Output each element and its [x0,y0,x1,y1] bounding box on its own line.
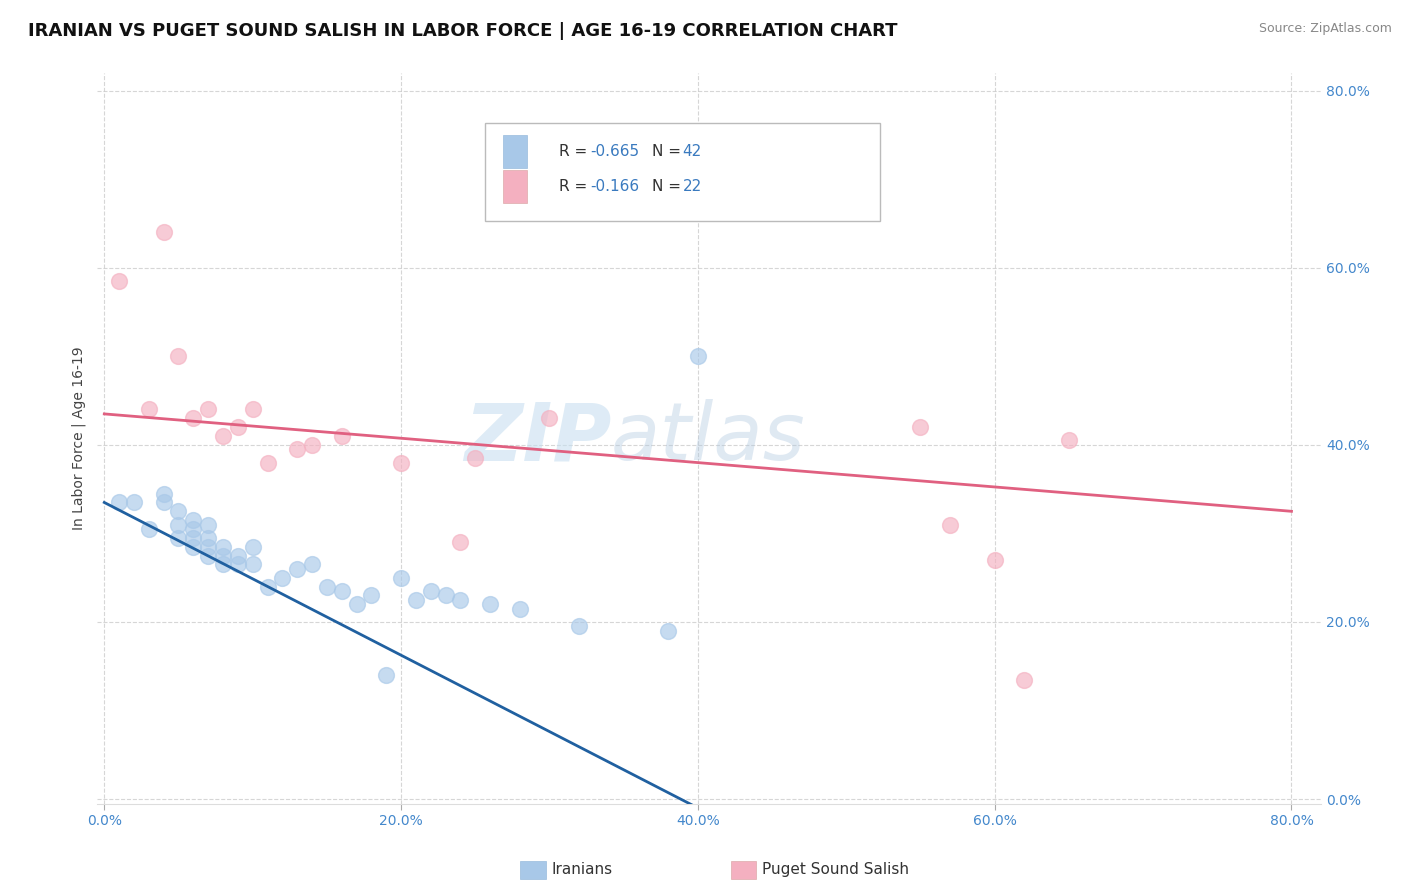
Text: Puget Sound Salish: Puget Sound Salish [762,863,910,877]
Point [939,517,962,532]
Text: -0.166: -0.166 [591,178,638,194]
Point [538,411,561,425]
Point [375,668,398,682]
Point [226,420,249,434]
Point [108,495,131,509]
Point [285,562,308,576]
Point [479,597,502,611]
Point [389,571,412,585]
Point [167,531,190,545]
Point [242,402,264,417]
Point [152,486,174,500]
Point [138,402,160,417]
Point [686,349,709,363]
Point [181,522,204,536]
Point [983,553,1005,567]
Point [181,513,204,527]
Point [657,624,679,638]
Point [285,442,308,457]
Point [449,592,471,607]
Text: R =: R = [560,178,592,194]
Point [122,495,145,509]
Text: 42: 42 [682,145,702,159]
Point [197,549,219,563]
Text: N =: N = [652,178,686,194]
Text: 22: 22 [682,178,702,194]
Point [301,558,323,572]
Point [181,540,204,554]
Text: Iranians: Iranians [551,863,612,877]
Point [197,402,219,417]
Point [256,580,278,594]
Point [167,349,190,363]
Point [212,429,235,443]
Text: R =: R = [560,145,592,159]
Point [910,420,932,434]
Text: -0.665: -0.665 [591,145,638,159]
Point [242,540,264,554]
Point [181,411,204,425]
Text: atlas: atlas [612,400,806,477]
Text: IRANIAN VS PUGET SOUND SALISH IN LABOR FORCE | AGE 16-19 CORRELATION CHART: IRANIAN VS PUGET SOUND SALISH IN LABOR F… [28,22,897,40]
Point [138,522,160,536]
Point [419,584,441,599]
Y-axis label: In Labor Force | Age 16-19: In Labor Force | Age 16-19 [72,346,86,530]
Point [212,549,235,563]
Point [434,589,457,603]
Point [346,597,368,611]
Point [271,571,294,585]
Point [509,601,531,615]
Point [389,456,412,470]
Point [301,438,323,452]
Text: N =: N = [652,145,686,159]
Point [242,558,264,572]
Point [197,540,219,554]
Text: Source: ZipAtlas.com: Source: ZipAtlas.com [1258,22,1392,36]
Point [330,584,353,599]
Point [212,540,235,554]
Point [226,549,249,563]
Point [197,517,219,532]
Point [152,495,174,509]
Point [152,226,174,240]
Point [449,535,471,549]
Point [226,558,249,572]
Point [568,619,591,633]
Point [256,456,278,470]
Point [167,504,190,518]
Point [197,531,219,545]
Point [405,592,427,607]
Point [330,429,353,443]
Point [212,558,235,572]
Point [181,531,204,545]
Point [167,517,190,532]
Point [360,589,382,603]
Point [315,580,337,594]
Point [1057,434,1080,448]
Text: ZIP: ZIP [464,400,612,477]
Point [1014,673,1036,687]
Point [108,274,131,288]
Point [464,451,486,466]
